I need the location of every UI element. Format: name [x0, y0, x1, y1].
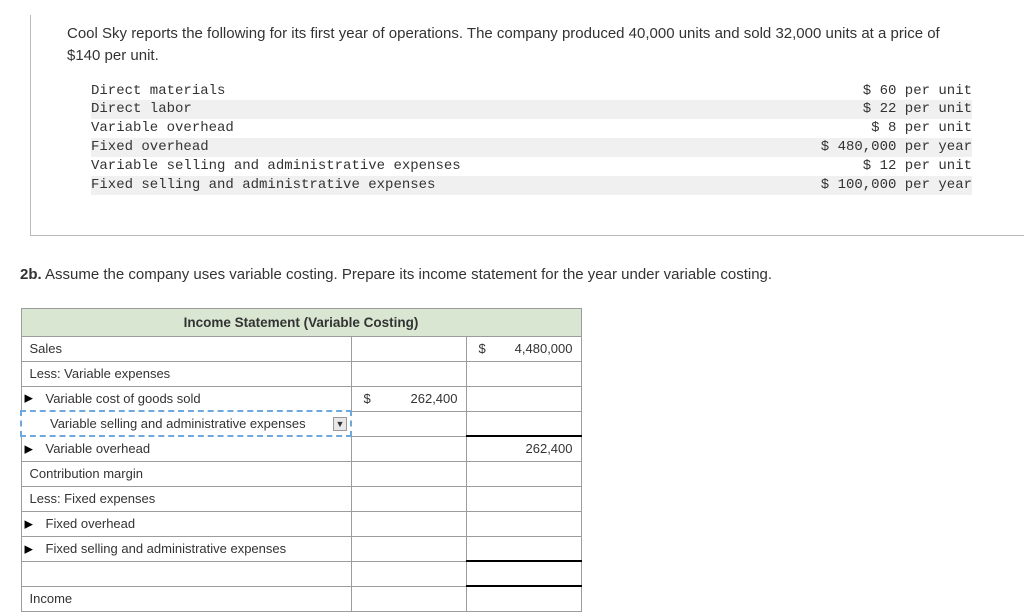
- cost-data-block: Direct materials$ 60 per unitDirect labo…: [67, 82, 1024, 195]
- subquestion-2b: 2b. Assume the company uses variable cos…: [20, 264, 1024, 286]
- cost-row-value: $ 12 per unit: [511, 157, 972, 176]
- cost-row-value: $ 60 per unit: [511, 82, 972, 101]
- row-tick-icon: ▶: [25, 442, 33, 455]
- row-label-text: Less: Variable expenses: [30, 366, 171, 381]
- table-row: Less: Variable expenses: [21, 361, 581, 386]
- question-intro: Cool Sky reports the following for its f…: [67, 15, 1024, 67]
- row-tick-icon: ▶: [25, 542, 33, 555]
- cost-row-value: $ 480,000 per year: [511, 138, 972, 157]
- row-amount-col1[interactable]: [351, 436, 466, 461]
- cost-row-label: Variable overhead: [91, 119, 511, 138]
- row-amount-col2[interactable]: 262,400: [466, 436, 581, 461]
- row-label-cell[interactable]: Income: [21, 586, 351, 611]
- cost-row: Direct materials$ 60 per unit: [91, 82, 972, 101]
- row-amount-col2[interactable]: [466, 511, 581, 536]
- cost-row: Fixed overhead$ 480,000 per year: [91, 138, 972, 157]
- row-label-cell[interactable]: ▶ Fixed overhead: [21, 511, 351, 536]
- cost-row-value: $ 100,000 per year: [511, 176, 972, 195]
- subquestion-text: Assume the company uses variable costing…: [45, 266, 772, 283]
- table-row: ▶ Variable overhead 262,400: [21, 436, 581, 461]
- income-statement-wrap: Income Statement (Variable Costing) Sale…: [20, 308, 1024, 612]
- row-tick-icon: ▶: [25, 517, 33, 530]
- row-label-text: Income: [30, 591, 73, 606]
- row-label-cell[interactable]: Contribution margin: [21, 461, 351, 486]
- row-label-cell[interactable]: Less: Fixed expenses: [21, 486, 351, 511]
- row-amount-col2[interactable]: [466, 536, 581, 561]
- cost-row-label: Direct labor: [91, 100, 511, 119]
- income-statement-table: Income Statement (Variable Costing) Sale…: [20, 308, 582, 612]
- row-label-text: Variable selling and administrative expe…: [50, 416, 306, 431]
- row-label-cell[interactable]: ▶ Variable overhead: [21, 436, 351, 461]
- row-amount-col2[interactable]: [466, 461, 581, 486]
- cost-row: Fixed selling and administrative expense…: [91, 176, 972, 195]
- row-amount-col1[interactable]: [351, 486, 466, 511]
- table-row: ▶ Fixed overhead: [21, 511, 581, 536]
- row-amount-col2[interactable]: [466, 361, 581, 386]
- row-amount-col1[interactable]: [351, 336, 466, 361]
- row-amount-col2[interactable]: [466, 411, 581, 436]
- row-amount-col1[interactable]: [351, 511, 466, 536]
- table-row: Income: [21, 586, 581, 611]
- row-amount-col2[interactable]: [466, 386, 581, 411]
- table-title: Income Statement (Variable Costing): [21, 308, 581, 336]
- row-amount-col1[interactable]: [351, 411, 466, 436]
- question-block: Cool Sky reports the following for its f…: [30, 15, 1024, 236]
- row-amount-col2[interactable]: [466, 561, 581, 586]
- row-label-text: Variable cost of goods sold: [46, 391, 201, 406]
- row-amount-col1[interactable]: [351, 561, 466, 586]
- dollar-sign: $: [479, 341, 486, 356]
- table-row: Variable selling and administrative expe…: [21, 411, 581, 436]
- row-tick-icon: ▶: [25, 392, 33, 405]
- row-label-text: Fixed overhead: [46, 516, 136, 531]
- row-amount-col1[interactable]: [351, 461, 466, 486]
- row-amount-col2[interactable]: [466, 586, 581, 611]
- table-row: Less: Fixed expenses: [21, 486, 581, 511]
- cost-row-label: Fixed overhead: [91, 138, 511, 157]
- row-amount-col1[interactable]: [351, 586, 466, 611]
- cost-row-value: $ 8 per unit: [511, 119, 972, 138]
- cost-row: Direct labor$ 22 per unit: [91, 100, 972, 119]
- row-label-text: Fixed selling and administrative expense…: [46, 541, 287, 556]
- row-amount-col2[interactable]: $4,480,000: [466, 336, 581, 361]
- row-label-cell[interactable]: Sales: [21, 336, 351, 361]
- cost-row: Variable overhead$ 8 per unit: [91, 119, 972, 138]
- row-amount-col1[interactable]: [351, 361, 466, 386]
- row-label-cell[interactable]: ▶ Fixed selling and administrative expens…: [21, 536, 351, 561]
- row-label-cell[interactable]: [21, 561, 351, 586]
- row-label-cell[interactable]: Less: Variable expenses: [21, 361, 351, 386]
- row-label-text: Less: Fixed expenses: [30, 491, 156, 506]
- dropdown-arrow-icon[interactable]: ▼: [333, 417, 347, 431]
- subquestion-number: 2b.: [20, 266, 42, 283]
- row-label-text: Contribution margin: [30, 466, 143, 481]
- table-row: Contribution margin: [21, 461, 581, 486]
- row-amount-col1[interactable]: $262,400: [351, 386, 466, 411]
- row-amount-col1[interactable]: [351, 536, 466, 561]
- row-label-text: Sales: [30, 341, 63, 356]
- table-row: [21, 561, 581, 586]
- amount-value: 4,480,000: [515, 341, 573, 356]
- cost-row-value: $ 22 per unit: [511, 100, 972, 119]
- cost-row-label: Direct materials: [91, 82, 511, 101]
- table-row: ▶ Variable cost of goods sold $262,400: [21, 386, 581, 411]
- cost-row: Variable selling and administrative expe…: [91, 157, 972, 176]
- cost-row-label: Variable selling and administrative expe…: [91, 157, 511, 176]
- dollar-sign: $: [364, 391, 371, 406]
- row-label-dropdown[interactable]: Variable selling and administrative expe…: [21, 411, 351, 436]
- row-label-cell[interactable]: ▶ Variable cost of goods sold: [21, 386, 351, 411]
- amount-value: 262,400: [411, 391, 458, 406]
- cost-row-label: Fixed selling and administrative expense…: [91, 176, 511, 195]
- row-amount-col2[interactable]: [466, 486, 581, 511]
- table-row: ▶ Fixed selling and administrative expens…: [21, 536, 581, 561]
- table-row: Sales $4,480,000: [21, 336, 581, 361]
- row-label-text: Variable overhead: [46, 441, 151, 456]
